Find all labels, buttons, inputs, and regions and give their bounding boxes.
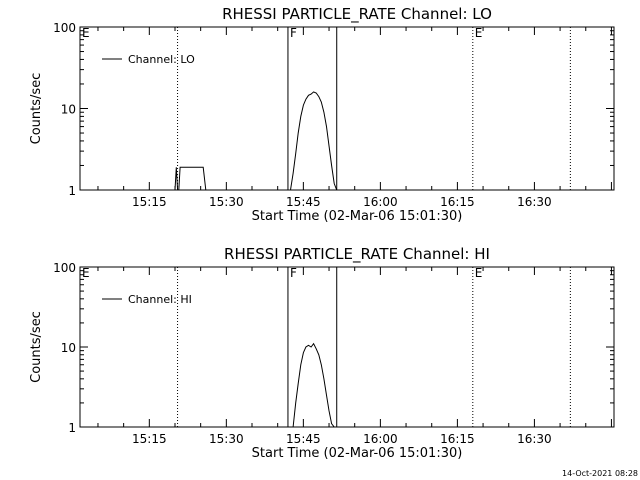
y-axis-label: Counts/sec xyxy=(29,311,44,383)
chart-title: RHESSI PARTICLE_RATE Channel: HI xyxy=(224,245,490,264)
plot-frame xyxy=(79,266,615,428)
x-tick-label: 15:45 xyxy=(286,195,321,209)
marker-label: E xyxy=(82,26,90,40)
x-tick-label: 16:15 xyxy=(440,195,475,209)
marker-label: E xyxy=(475,26,483,40)
x-tick-label: 16:30 xyxy=(517,195,552,209)
panel-1: RHESSI PARTICLE_RATE Channel: LO 1 10 100 15… xyxy=(29,5,615,224)
y-tick-label: 1 xyxy=(68,421,76,435)
series-line xyxy=(174,91,338,191)
marker-label: E xyxy=(82,266,90,280)
panel-2: RHESSI PARTICLE_RATE Channel: HI 1 10 100 15… xyxy=(29,245,615,461)
footer-timestamp: 14-Oct-2021 08:28 xyxy=(562,469,638,478)
marker-label: F xyxy=(290,26,297,40)
y-tick-label: 10 xyxy=(61,103,76,117)
legend-entry: Channel: HI xyxy=(128,293,192,306)
x-tick-label: 15:15 xyxy=(132,195,167,209)
x-tick-label: 15:30 xyxy=(209,195,244,209)
plot-frame xyxy=(79,26,615,191)
legend-entry: Channel: LO xyxy=(128,53,195,66)
y-tick-label: 100 xyxy=(53,21,76,35)
x-axis-label: Start Time (02-Mar-06 15:01:30) xyxy=(252,446,463,461)
x-tick-label: 16:15 xyxy=(440,432,475,446)
x-tick-label: 15:45 xyxy=(286,432,321,446)
x-tick-label: 15:30 xyxy=(209,432,244,446)
series-line xyxy=(292,342,335,428)
x-tick-label: 15:15 xyxy=(132,432,167,446)
marker-label: F xyxy=(290,266,297,280)
y-tick-label: 100 xyxy=(53,261,76,275)
marker-label: E xyxy=(475,266,483,280)
y-tick-label: 10 xyxy=(61,341,76,355)
y-tick-label: 1 xyxy=(68,184,76,198)
x-tick-label: 16:00 xyxy=(363,195,398,209)
x-tick-label: 16:00 xyxy=(363,432,398,446)
y-axis-label: Counts/sec xyxy=(29,73,44,145)
x-axis-label: Start Time (02-Mar-06 15:01:30) xyxy=(252,209,463,224)
x-tick-label: 16:30 xyxy=(517,432,552,446)
chart-title: RHESSI PARTICLE_RATE Channel: LO xyxy=(222,5,492,24)
